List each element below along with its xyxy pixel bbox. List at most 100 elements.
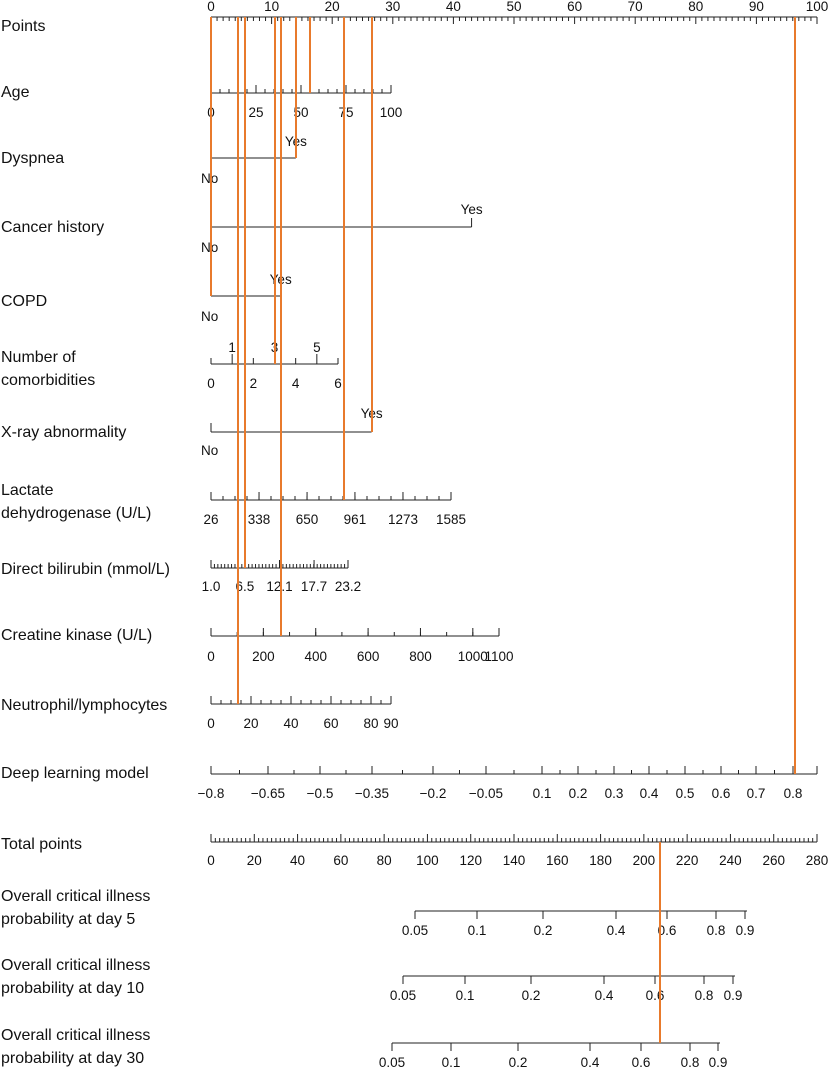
dl-tick-label: 0.4 [640,786,659,801]
p10-axis-label: probability at day 10 [1,980,144,997]
dl-tick-label: 0.2 [569,786,588,801]
age-tick-label: 25 [248,105,263,120]
p5-tick-label: 0.05 [402,923,428,938]
points-tick-label: 20 [325,0,340,14]
nlr-tick-label: 40 [283,716,298,731]
ck-tick-label: 600 [357,649,380,664]
p10-tick-label: 0.1 [456,988,475,1003]
copd-axis-label: COPD [1,293,47,310]
ldh-tick-label: 650 [296,512,319,527]
nlr-tick-label: 90 [383,716,398,731]
p30-axis-label: probability at day 30 [1,1050,144,1067]
total-tick-label: 80 [377,853,392,868]
points-tick-label: 100 [806,0,829,14]
dl-tick-label: 0.7 [747,786,766,801]
dyspnea-no-label: No [201,171,218,186]
total-tick-label: 100 [416,853,439,868]
p5-tick-label: 0.2 [534,923,553,938]
nlr-tick-label: 60 [323,716,338,731]
ck-tick-label: 400 [304,649,327,664]
total-tick-label: 140 [503,853,526,868]
dbil-tick-label: 23.2 [335,579,361,594]
points-tick-label: 90 [749,0,764,14]
total-tick-label: 220 [676,853,699,868]
nlr-tick-label: 80 [363,716,378,731]
comorb-tick-label: 2 [250,376,258,391]
p5-tick-label: 0.1 [468,923,487,938]
points-tick-label: 30 [385,0,400,14]
dl-tick-label: −0.5 [307,786,334,801]
ldh-tick-label: 26 [203,512,218,527]
comorb-tick-label: 6 [334,376,342,391]
p10-tick-label: 0.9 [724,988,743,1003]
p10-tick-label: 0.6 [646,988,665,1003]
ldh-axis-label: dehydrogenase (U/L) [1,505,151,522]
dl-tick-label: −0.35 [355,786,389,801]
dyspnea-axis-label: Dyspnea [1,150,64,167]
total-axis-label: Total points [1,836,82,853]
p5-axis-label: Overall critical illness [1,888,150,905]
age-tick-label: 50 [293,105,308,120]
points-tick-label: 50 [506,0,521,14]
dbil-tick-label: 6.5 [236,579,255,594]
p30-tick-label: 0.2 [509,1055,528,1070]
p10-tick-label: 0.4 [595,988,614,1003]
ck-tick-label: 200 [252,649,275,664]
total-tick-label: 160 [546,853,569,868]
total-tick-label: 180 [589,853,612,868]
points-tick-label: 60 [567,0,582,14]
ldh-tick-label: 961 [344,512,367,527]
ck-axis-label: Creatine kinase (U/L) [1,627,152,644]
ck-tick-label: 0 [207,649,215,664]
cancer-axis-label: Cancer history [1,219,104,236]
dl-axis-label: Deep learning model [1,765,149,782]
dbil-tick-label: 1.0 [202,579,221,594]
total-tick-label: 240 [719,853,742,868]
dl-tick-label: 0.6 [712,786,731,801]
total-tick-label: 120 [459,853,482,868]
ldh-tick-label: 1585 [436,512,466,527]
points-tick-label: 70 [628,0,643,14]
p5-tick-label: 0.6 [658,923,677,938]
dl-tick-label: −0.65 [251,786,285,801]
dl-tick-label: 0.8 [784,786,803,801]
points-tick-label: 10 [264,0,279,14]
comorb-axis-label: Number of [1,349,76,366]
ck-tick-label: 800 [409,649,432,664]
dbil-tick-label: 12.1 [266,579,292,594]
p10-tick-label: 0.2 [522,988,541,1003]
xray-axis-label: X-ray abnormality [1,424,126,441]
p10-tick-label: 0.8 [695,988,714,1003]
total-tick-label: 40 [290,853,305,868]
total-tick-label: 260 [762,853,785,868]
total-tick-label: 280 [806,853,829,868]
points-tick-label: 0 [207,0,215,14]
dl-tick-label: −0.05 [469,786,503,801]
total-tick-label: 200 [633,853,656,868]
cancer-yes-label: Yes [461,202,483,217]
copd-no-label: No [201,309,218,324]
p5-axis-label: probability at day 5 [1,911,135,928]
nlr-tick-label: 0 [207,716,215,731]
p30-tick-label: 0.9 [709,1055,728,1070]
p10-axis-label: Overall critical illness [1,957,150,974]
cancer-no-label: No [201,240,218,255]
dbil-axis-label: Direct bilirubin (mmol/L) [1,561,170,578]
points-tick-label: 80 [688,0,703,14]
total-tick-label: 20 [247,853,262,868]
nlr-axis-label: Neutrophil/lymphocytes [1,697,167,714]
points-axis-label: Points [1,18,45,35]
comorb-axis-label: comorbidities [1,372,95,389]
p30-tick-label: 0.4 [581,1055,600,1070]
ck-tick-label: 1000 [458,649,488,664]
total-tick-label: 0 [207,853,215,868]
p30-tick-label: 0.1 [442,1055,461,1070]
age-tick-label: 100 [380,105,403,120]
dl-tick-label: 0.3 [605,786,624,801]
total-tick-label: 60 [333,853,348,868]
p10-tick-label: 0.05 [390,988,416,1003]
ck-tick-label: 1100 [484,649,513,664]
p30-tick-label: 0.05 [379,1055,405,1070]
p5-tick-label: 0.9 [736,923,755,938]
